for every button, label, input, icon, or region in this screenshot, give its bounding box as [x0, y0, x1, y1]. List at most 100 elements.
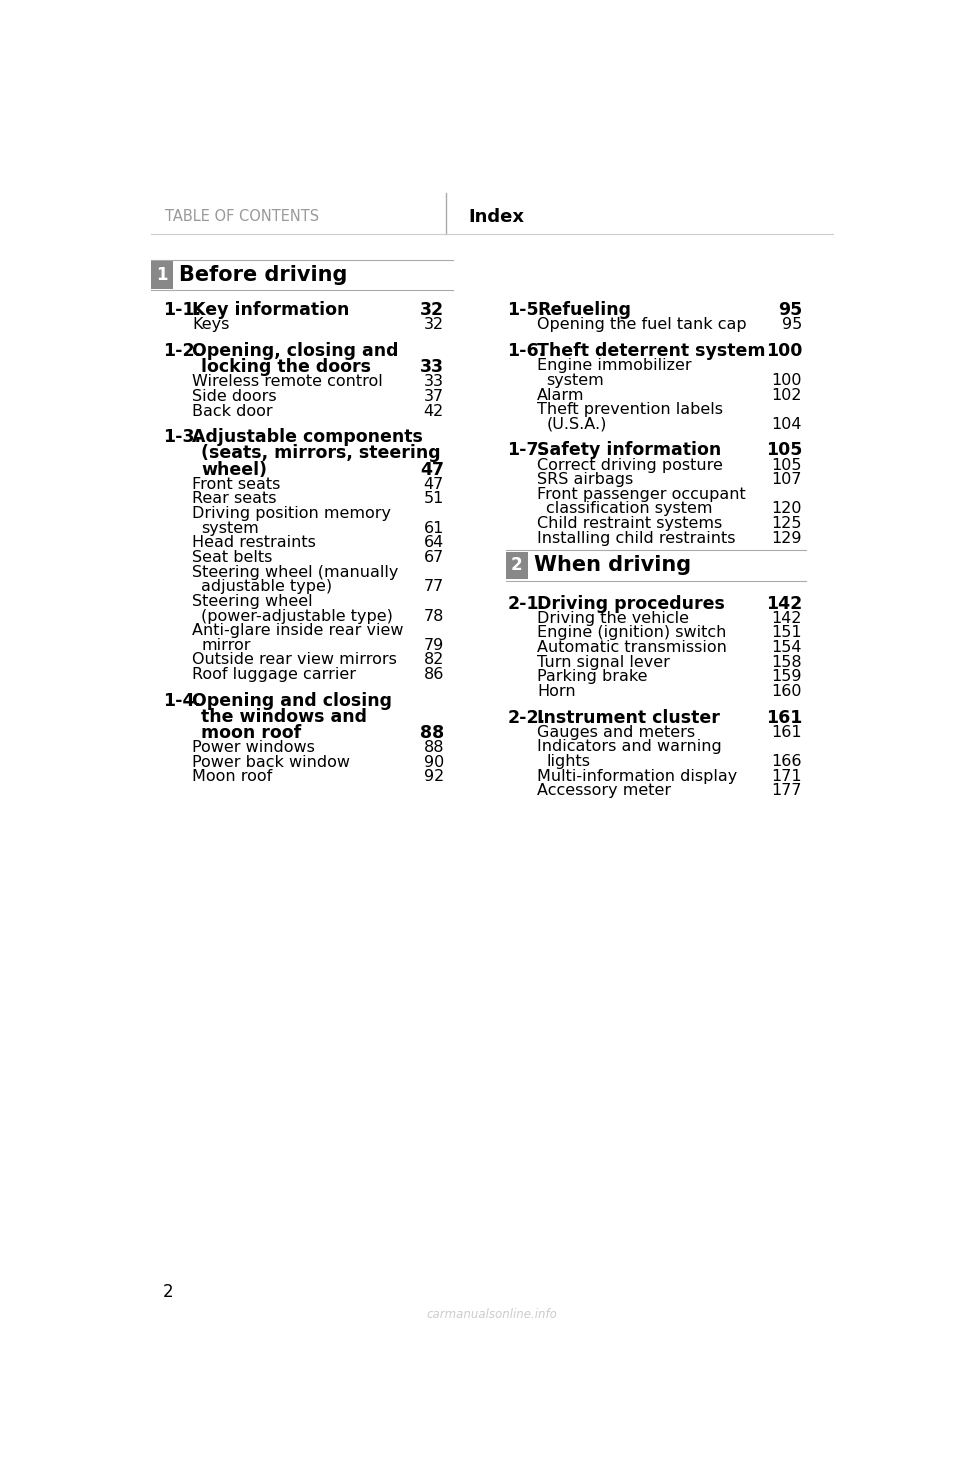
- Text: 67: 67: [423, 551, 444, 565]
- Text: 77: 77: [423, 579, 444, 594]
- Text: Rear seats: Rear seats: [192, 491, 276, 506]
- Text: 142: 142: [766, 595, 802, 613]
- Text: 51: 51: [423, 491, 444, 506]
- Text: 2: 2: [162, 1284, 173, 1301]
- Text: Correct driving posture: Correct driving posture: [537, 457, 723, 472]
- Text: 158: 158: [772, 654, 802, 669]
- Text: SRS airbags: SRS airbags: [537, 472, 634, 487]
- Text: 1-3.: 1-3.: [162, 429, 201, 447]
- Text: Opening, closing and: Opening, closing and: [192, 343, 398, 361]
- Text: 171: 171: [772, 769, 802, 784]
- Text: Before driving: Before driving: [179, 266, 348, 285]
- Text: Outside rear view mirrors: Outside rear view mirrors: [192, 653, 396, 668]
- Text: 160: 160: [772, 684, 802, 699]
- Text: lights: lights: [546, 754, 590, 769]
- Text: 47: 47: [423, 476, 444, 491]
- Text: 86: 86: [423, 666, 444, 683]
- Text: Theft prevention labels: Theft prevention labels: [537, 402, 723, 417]
- Text: Head restraints: Head restraints: [192, 536, 316, 551]
- Text: system: system: [546, 372, 604, 387]
- Text: 90: 90: [423, 755, 444, 770]
- Text: the windows and: the windows and: [202, 708, 368, 726]
- Text: When driving: When driving: [534, 555, 691, 576]
- Text: system: system: [202, 521, 259, 536]
- Text: 100: 100: [772, 372, 802, 387]
- Text: Front passenger occupant: Front passenger occupant: [537, 487, 746, 502]
- Text: 102: 102: [772, 387, 802, 402]
- Text: Power windows: Power windows: [192, 741, 315, 755]
- Bar: [506, 552, 528, 579]
- Text: 151: 151: [772, 625, 802, 641]
- Text: Anti-glare inside rear view: Anti-glare inside rear view: [192, 623, 403, 638]
- Text: Power back window: Power back window: [192, 755, 350, 770]
- Text: Safety information: Safety information: [537, 441, 721, 460]
- Text: 1-6.: 1-6.: [508, 343, 545, 361]
- Text: 1-2.: 1-2.: [162, 343, 201, 361]
- Text: Back door: Back door: [192, 404, 273, 418]
- Text: carmanualsonline.info: carmanualsonline.info: [426, 1309, 558, 1321]
- Text: Driving the vehicle: Driving the vehicle: [537, 611, 689, 626]
- Text: 166: 166: [772, 754, 802, 769]
- Text: moon roof: moon roof: [202, 724, 301, 742]
- Text: 47: 47: [420, 460, 444, 479]
- Text: 37: 37: [423, 389, 444, 404]
- Text: locking the doors: locking the doors: [202, 358, 372, 377]
- Text: 2: 2: [511, 556, 522, 574]
- Text: (U.S.A.): (U.S.A.): [546, 417, 607, 432]
- Text: 2-1.: 2-1.: [508, 595, 545, 613]
- Text: TABLE OF CONTENTS: TABLE OF CONTENTS: [165, 209, 319, 224]
- Text: Wireless remote control: Wireless remote control: [192, 374, 383, 389]
- Text: Key information: Key information: [192, 301, 349, 319]
- Text: Alarm: Alarm: [537, 387, 585, 402]
- Text: 79: 79: [423, 638, 444, 653]
- Text: 33: 33: [424, 374, 444, 389]
- Text: 1-7.: 1-7.: [508, 441, 545, 460]
- Text: 33: 33: [420, 358, 444, 377]
- Bar: [151, 261, 173, 289]
- Text: Turn signal lever: Turn signal lever: [537, 654, 670, 669]
- Text: wheel): wheel): [202, 460, 268, 479]
- Text: adjustable type): adjustable type): [202, 579, 332, 594]
- Text: 120: 120: [772, 502, 802, 516]
- Text: 64: 64: [423, 536, 444, 551]
- Text: Front seats: Front seats: [192, 476, 280, 491]
- Text: (seats, mirrors, steering: (seats, mirrors, steering: [202, 445, 441, 463]
- Text: 32: 32: [423, 318, 444, 332]
- Text: 129: 129: [772, 531, 802, 546]
- Text: Parking brake: Parking brake: [537, 669, 647, 684]
- Text: 88: 88: [420, 724, 444, 742]
- Text: 107: 107: [772, 472, 802, 487]
- Text: Driving procedures: Driving procedures: [537, 595, 725, 613]
- Text: 92: 92: [423, 769, 444, 785]
- Text: 105: 105: [772, 457, 802, 472]
- Text: mirror: mirror: [202, 638, 251, 653]
- Text: Automatic transmission: Automatic transmission: [537, 640, 727, 654]
- Text: 159: 159: [772, 669, 802, 684]
- Text: Side doors: Side doors: [192, 389, 276, 404]
- Text: 42: 42: [423, 404, 444, 418]
- Text: 154: 154: [772, 640, 802, 654]
- Text: 95: 95: [781, 318, 802, 332]
- Text: 104: 104: [772, 417, 802, 432]
- Text: Adjustable components: Adjustable components: [192, 429, 423, 447]
- Text: Gauges and meters: Gauges and meters: [537, 724, 695, 741]
- Text: classification system: classification system: [546, 502, 712, 516]
- Text: 1-1.: 1-1.: [162, 301, 201, 319]
- Text: 161: 161: [772, 724, 802, 741]
- Text: Driving position memory: Driving position memory: [192, 506, 391, 521]
- Text: 95: 95: [778, 301, 802, 319]
- Text: 142: 142: [772, 611, 802, 626]
- Text: 1: 1: [156, 266, 168, 283]
- Text: Accessory meter: Accessory meter: [537, 784, 671, 798]
- Text: Seat belts: Seat belts: [192, 551, 273, 565]
- Text: 82: 82: [423, 653, 444, 668]
- Text: Instrument cluster: Instrument cluster: [537, 708, 720, 727]
- Text: Refueling: Refueling: [537, 301, 631, 319]
- Text: Steering wheel: Steering wheel: [192, 594, 313, 608]
- Text: 1-4.: 1-4.: [162, 692, 201, 709]
- Text: Index: Index: [468, 208, 525, 226]
- Text: Horn: Horn: [537, 684, 576, 699]
- Text: Keys: Keys: [192, 318, 229, 332]
- Text: 2-2.: 2-2.: [508, 708, 545, 727]
- Text: 78: 78: [423, 608, 444, 623]
